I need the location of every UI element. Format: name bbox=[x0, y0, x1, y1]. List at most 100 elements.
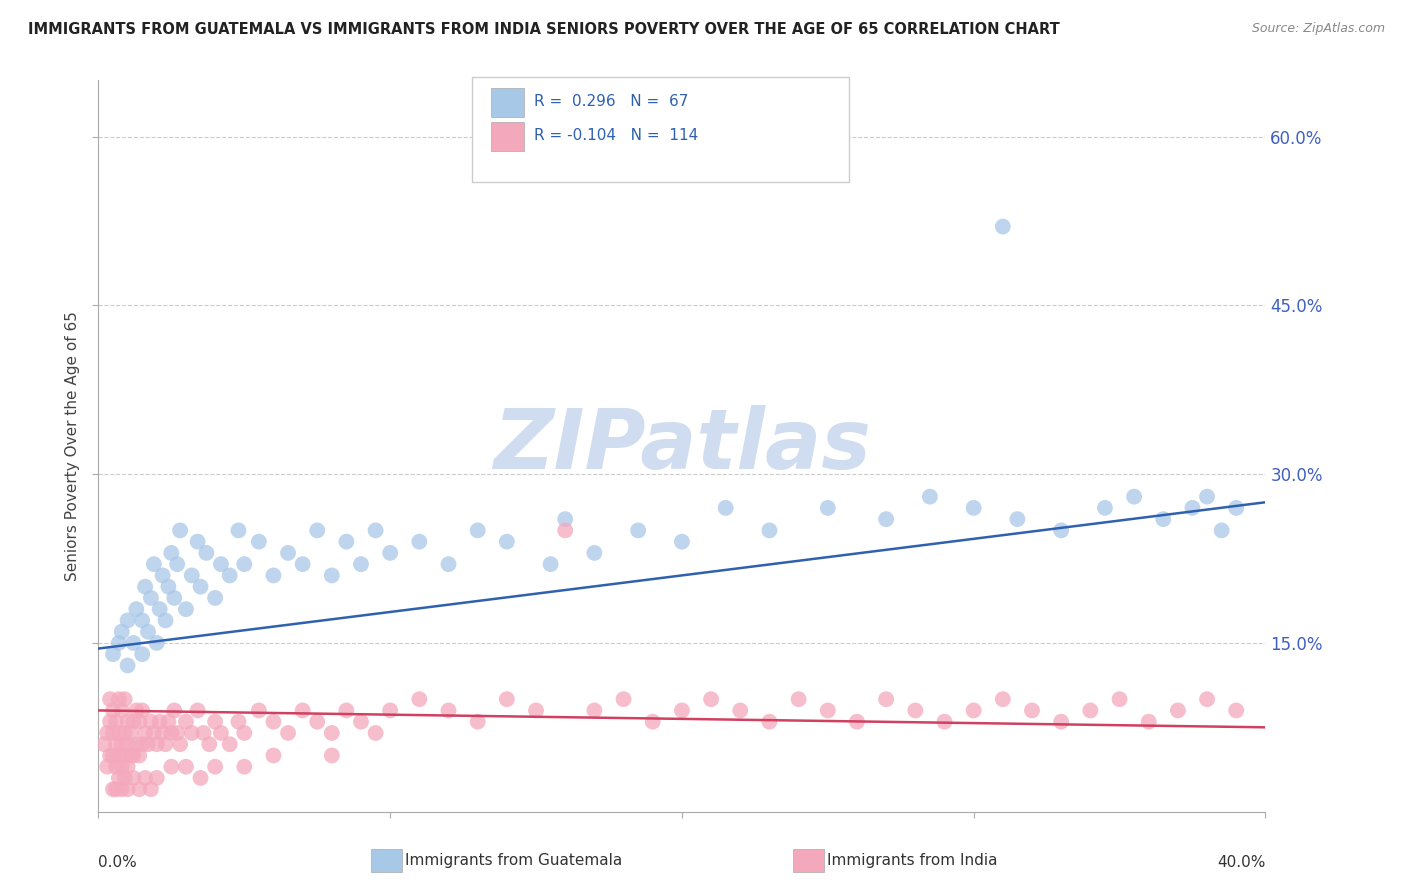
Point bbox=[350, 557, 373, 571]
Point bbox=[160, 760, 183, 774]
Point bbox=[218, 568, 240, 582]
Point bbox=[122, 748, 145, 763]
Point bbox=[98, 748, 121, 763]
Point bbox=[641, 714, 664, 729]
Point bbox=[1195, 692, 1218, 706]
Point bbox=[139, 591, 162, 605]
Point bbox=[125, 602, 148, 616]
Point bbox=[467, 714, 489, 729]
Point bbox=[627, 524, 650, 538]
Point bbox=[204, 714, 226, 729]
Point bbox=[247, 703, 270, 717]
Point bbox=[125, 737, 148, 751]
Point bbox=[291, 557, 314, 571]
Point bbox=[262, 568, 284, 582]
Point bbox=[524, 703, 547, 717]
Point bbox=[233, 726, 256, 740]
Point bbox=[209, 557, 232, 571]
Point bbox=[962, 500, 984, 515]
Text: R =  0.296   N =  67: R = 0.296 N = 67 bbox=[534, 94, 689, 109]
Point bbox=[364, 726, 387, 740]
Point bbox=[101, 647, 124, 661]
Text: Immigrants from Guatemala: Immigrants from Guatemala bbox=[405, 854, 623, 868]
Point bbox=[291, 703, 314, 717]
Point bbox=[142, 557, 165, 571]
Point bbox=[101, 726, 124, 740]
Point bbox=[730, 703, 752, 717]
Point bbox=[134, 580, 156, 594]
Point bbox=[104, 760, 127, 774]
Point bbox=[991, 692, 1014, 706]
Point bbox=[875, 692, 897, 706]
Point bbox=[160, 546, 183, 560]
Point bbox=[169, 524, 191, 538]
Text: Source: ZipAtlas.com: Source: ZipAtlas.com bbox=[1251, 22, 1385, 36]
Point bbox=[554, 512, 576, 526]
Point bbox=[233, 760, 256, 774]
Point bbox=[467, 524, 489, 538]
Point bbox=[262, 714, 284, 729]
Point bbox=[700, 692, 723, 706]
Point bbox=[204, 760, 226, 774]
Point bbox=[1211, 524, 1233, 538]
Point bbox=[190, 580, 212, 594]
Y-axis label: Seniors Poverty Over the Age of 65: Seniors Poverty Over the Age of 65 bbox=[65, 311, 80, 581]
Point bbox=[111, 760, 134, 774]
Point bbox=[122, 636, 145, 650]
Point bbox=[991, 219, 1014, 234]
Point bbox=[307, 714, 329, 729]
Point bbox=[1007, 512, 1029, 526]
Point bbox=[157, 580, 180, 594]
Point bbox=[117, 760, 139, 774]
Point bbox=[146, 636, 169, 650]
Point bbox=[131, 647, 153, 661]
Point bbox=[111, 703, 134, 717]
Point bbox=[117, 614, 139, 628]
Point bbox=[335, 534, 357, 549]
Point bbox=[134, 726, 156, 740]
Point bbox=[104, 782, 127, 797]
Point bbox=[934, 714, 956, 729]
Point bbox=[1050, 524, 1073, 538]
Point bbox=[174, 602, 197, 616]
Point bbox=[134, 771, 156, 785]
Point bbox=[155, 614, 177, 628]
Text: ZIPatlas: ZIPatlas bbox=[494, 406, 870, 486]
Point bbox=[612, 692, 634, 706]
Point bbox=[114, 692, 136, 706]
Point bbox=[190, 771, 212, 785]
Point bbox=[277, 726, 299, 740]
Text: 40.0%: 40.0% bbox=[1218, 855, 1265, 870]
Text: Immigrants from India: Immigrants from India bbox=[827, 854, 997, 868]
Point bbox=[193, 726, 215, 740]
Point bbox=[96, 726, 118, 740]
Point bbox=[142, 726, 165, 740]
Point bbox=[1152, 512, 1174, 526]
Point bbox=[149, 714, 172, 729]
Point bbox=[846, 714, 869, 729]
Point bbox=[114, 726, 136, 740]
Point bbox=[228, 524, 250, 538]
Point bbox=[904, 703, 927, 717]
Point bbox=[131, 614, 153, 628]
Point bbox=[1021, 703, 1043, 717]
Point bbox=[117, 782, 139, 797]
Point bbox=[180, 726, 202, 740]
Point bbox=[307, 524, 329, 538]
Point bbox=[169, 737, 191, 751]
Point bbox=[128, 782, 150, 797]
Point bbox=[187, 534, 209, 549]
Point bbox=[1050, 714, 1073, 729]
Point bbox=[496, 692, 519, 706]
Point bbox=[114, 771, 136, 785]
Point bbox=[671, 703, 693, 717]
Point bbox=[1225, 703, 1247, 717]
Point bbox=[128, 748, 150, 763]
Point bbox=[108, 692, 131, 706]
Point bbox=[380, 546, 402, 560]
Point bbox=[437, 703, 460, 717]
Point bbox=[157, 714, 180, 729]
Point bbox=[364, 524, 387, 538]
Point bbox=[136, 624, 159, 639]
Point bbox=[875, 512, 897, 526]
